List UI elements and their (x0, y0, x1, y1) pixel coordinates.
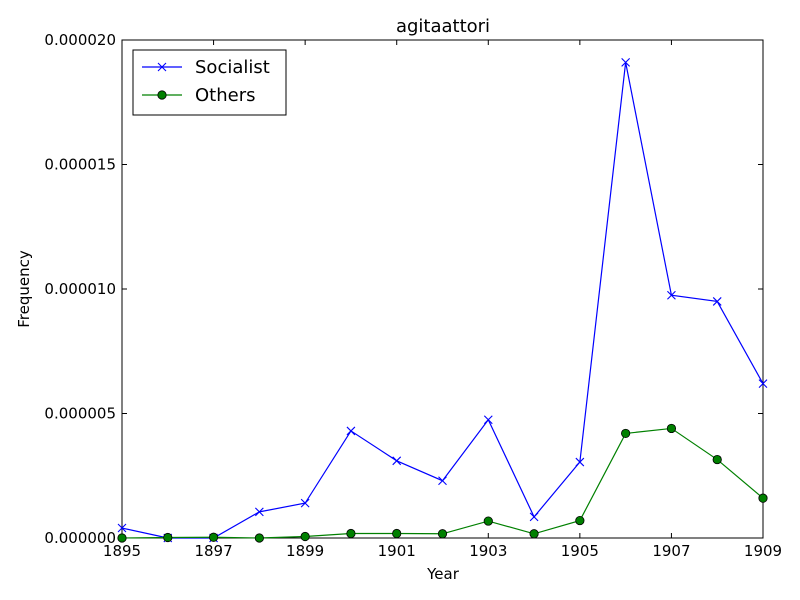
chart-title: agitaattori (396, 16, 490, 37)
legend-box (132, 49, 287, 116)
data-point-socialist (667, 290, 676, 300)
data-point-socialist (392, 456, 402, 466)
legend: Socialist Others (132, 49, 287, 116)
data-point-socialist (483, 415, 493, 425)
data-point-others (117, 533, 127, 543)
data-point-others (529, 529, 539, 539)
legend-item-others: Others (142, 85, 256, 106)
legend-label-socialist: Socialist (195, 57, 270, 78)
series-others (117, 423, 768, 543)
data-point-others (666, 423, 677, 434)
data-point-others (346, 528, 356, 539)
y-tick-label: 0.000015 (44, 156, 116, 174)
data-point-others (300, 531, 310, 542)
data-point-others (758, 493, 768, 503)
data-point-others (483, 516, 493, 526)
legend-marker-others (157, 90, 167, 100)
y-axis-label: Frequency (15, 250, 33, 328)
y-tick-label: 0.000000 (44, 529, 116, 547)
y-tick-label: 0.000020 (44, 31, 116, 49)
data-point-others (392, 528, 402, 539)
data-point-socialist (758, 379, 768, 389)
data-point-others (254, 533, 264, 543)
x-tick-label: 1899 (286, 542, 324, 560)
data-point-others (575, 515, 585, 526)
x-axis-label: Year (426, 565, 460, 583)
series-layer (117, 58, 768, 543)
x-axis: 1895 1897 1899 1901 1903 1905 1907 1909 (103, 40, 782, 560)
x-tick-label: 1905 (561, 542, 599, 560)
data-point-socialist (712, 297, 722, 306)
legend-label-others: Others (195, 85, 256, 106)
x-tick-label: 1901 (378, 542, 416, 560)
x-tick-label: 1907 (652, 542, 690, 560)
y-tick-label: 0.000010 (44, 280, 116, 298)
data-point-others (163, 532, 173, 543)
x-tick-label: 1897 (194, 542, 232, 560)
data-point-others (712, 454, 722, 465)
data-point-socialist (346, 426, 356, 436)
data-point-socialist (621, 58, 631, 67)
plot-area (121, 39, 764, 539)
data-point-socialist (575, 457, 585, 467)
y-axis: 0.000000 0.000005 0.000010 0.000015 0.000020 (44, 31, 763, 547)
series-socialist (117, 58, 768, 543)
data-point-socialist (438, 476, 447, 486)
data-point-others (208, 532, 219, 542)
data-point-socialist (254, 507, 264, 517)
data-point-socialist (300, 498, 310, 508)
x-tick-label: 1909 (744, 542, 782, 560)
data-point-socialist (529, 512, 539, 522)
y-tick-label: 0.000005 (44, 405, 116, 423)
data-point-socialist (117, 523, 127, 533)
data-point-others (437, 529, 448, 539)
x-tick-label: 1895 (103, 542, 141, 560)
x-tick-label: 1903 (469, 542, 507, 560)
legend-marker-socialist (157, 62, 167, 72)
data-point-others (621, 428, 631, 439)
legend-item-socialist: Socialist (142, 57, 270, 78)
